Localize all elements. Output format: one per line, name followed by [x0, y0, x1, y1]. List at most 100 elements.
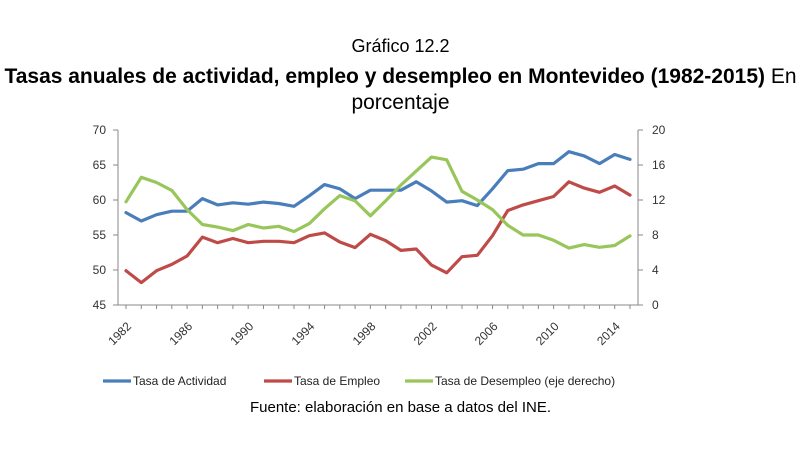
data-point-actividad: [216, 203, 219, 207]
data-point-actividad: [460, 199, 464, 202]
data-point-actividad: [476, 204, 479, 207]
data-point-desempleo: [201, 223, 204, 226]
y-tick-label-right: 0: [652, 298, 659, 312]
data-point-actividad: [399, 189, 403, 192]
series-line-desempleo: [124, 155, 632, 250]
data-point-desempleo: [185, 208, 189, 211]
x-tick-label: 2014: [594, 319, 623, 348]
data-point-actividad: [567, 150, 571, 153]
y-tick-label-right: 4: [652, 263, 659, 277]
chart-label: Gráfico 12.2: [351, 36, 450, 56]
data-point-desempleo: [155, 181, 158, 184]
data-point-empleo: [521, 203, 525, 207]
data-point-actividad: [521, 168, 525, 171]
data-point-desempleo: [628, 234, 632, 238]
data-point-empleo: [308, 234, 311, 237]
legend-label-empleo: Tasa de Empleo: [294, 374, 380, 388]
y-tick-label-right: 20: [652, 123, 666, 137]
x-tick-label: 1994: [289, 319, 318, 348]
y-tick-label-left: 55: [93, 228, 107, 242]
data-point-empleo: [399, 249, 403, 252]
source-note: Fuente: elaboración en base a datos del …: [249, 399, 552, 416]
data-point-empleo: [445, 271, 448, 274]
y-tick-label-right: 16: [652, 158, 666, 172]
x-tick-label: 1986: [166, 319, 195, 348]
data-point-empleo: [140, 281, 143, 284]
data-point-desempleo: [613, 244, 616, 247]
data-point-actividad: [552, 162, 555, 165]
data-point-empleo: [338, 240, 342, 244]
legend-label-desempleo: Tasa de Desempleo (eje derecho): [435, 374, 615, 388]
data-point-desempleo: [582, 243, 586, 246]
data-point-empleo: [231, 237, 235, 240]
data-point-desempleo: [246, 223, 250, 226]
data-point-empleo: [460, 255, 464, 258]
data-point-empleo: [537, 199, 540, 202]
data-point-actividad: [537, 162, 540, 165]
data-point-empleo: [323, 231, 326, 235]
data-point-empleo: [567, 180, 571, 183]
data-point-actividad: [140, 219, 143, 223]
chart-title: Tasas anuales de actividad, empleo y des…: [0, 64, 801, 116]
data-point-actividad: [323, 183, 326, 186]
data-point-empleo: [613, 184, 616, 188]
data-point-empleo: [552, 195, 555, 198]
x-tick-label: 1998: [350, 319, 379, 348]
data-point-empleo: [430, 263, 433, 267]
data-point-actividad: [430, 189, 433, 193]
data-point-empleo: [476, 254, 479, 257]
legend-label-actividad: Tasa de Actividad: [133, 374, 226, 388]
data-point-desempleo: [460, 190, 464, 193]
series-line-actividad: [124, 150, 632, 223]
data-point-desempleo: [414, 169, 418, 173]
y-tick-label-right: 12: [652, 193, 666, 207]
data-point-desempleo: [491, 208, 494, 211]
data-point-empleo: [582, 186, 586, 190]
data-point-desempleo: [430, 155, 433, 159]
chart-legend: Tasa de Actividad Tasa de Empleo Tasa de D…: [103, 374, 615, 388]
data-point-actividad: [155, 213, 158, 216]
data-point-empleo: [506, 209, 510, 212]
data-point-desempleo: [384, 199, 387, 203]
data-point-desempleo: [399, 183, 403, 187]
data-point-actividad: [613, 153, 616, 156]
y-tick-label-left: 65: [93, 158, 107, 172]
data-point-actividad: [598, 162, 601, 165]
data-point-actividad: [628, 158, 632, 161]
y-tick-label-left: 60: [93, 193, 107, 207]
data-point-actividad: [201, 197, 204, 200]
data-point-empleo: [246, 241, 250, 244]
y-tick-label-left: 70: [93, 123, 107, 137]
data-point-desempleo: [170, 189, 174, 192]
data-point-desempleo: [292, 230, 296, 233]
chart-axes: 45 50 55 60 65 70 0 4 8 12 16 20 1982 1986 1990 1994 199…: [93, 123, 666, 348]
data-point-empleo: [353, 246, 357, 249]
x-tick-label: 2002: [411, 319, 440, 348]
y-tick-label-left: 45: [93, 298, 107, 312]
x-tick-label: 2010: [533, 319, 562, 348]
data-point-actividad: [506, 169, 510, 172]
data-point-empleo: [170, 263, 174, 266]
series-line-empleo: [124, 180, 632, 285]
data-point-empleo: [216, 241, 219, 244]
data-point-desempleo: [476, 198, 479, 202]
data-point-empleo: [277, 240, 280, 243]
data-point-desempleo: [567, 246, 571, 250]
data-point-actividad: [384, 189, 387, 192]
data-point-actividad: [277, 202, 280, 205]
data-point-desempleo: [124, 200, 128, 203]
data-point-desempleo: [369, 214, 372, 217]
data-point-empleo: [598, 191, 601, 194]
data-point-empleo: [369, 233, 372, 236]
data-point-desempleo: [308, 222, 311, 225]
data-point-actividad: [582, 154, 586, 158]
data-point-empleo: [155, 269, 158, 272]
data-point-actividad: [170, 210, 174, 213]
data-point-desempleo: [445, 158, 448, 161]
data-point-empleo: [262, 240, 265, 243]
data-point-desempleo: [506, 224, 510, 227]
data-point-desempleo: [338, 194, 342, 197]
chart-title-text: Tasas anuales de actividad, empleo y des…: [4, 65, 766, 88]
data-point-desempleo: [262, 226, 265, 230]
data-point-actividad: [124, 211, 128, 214]
